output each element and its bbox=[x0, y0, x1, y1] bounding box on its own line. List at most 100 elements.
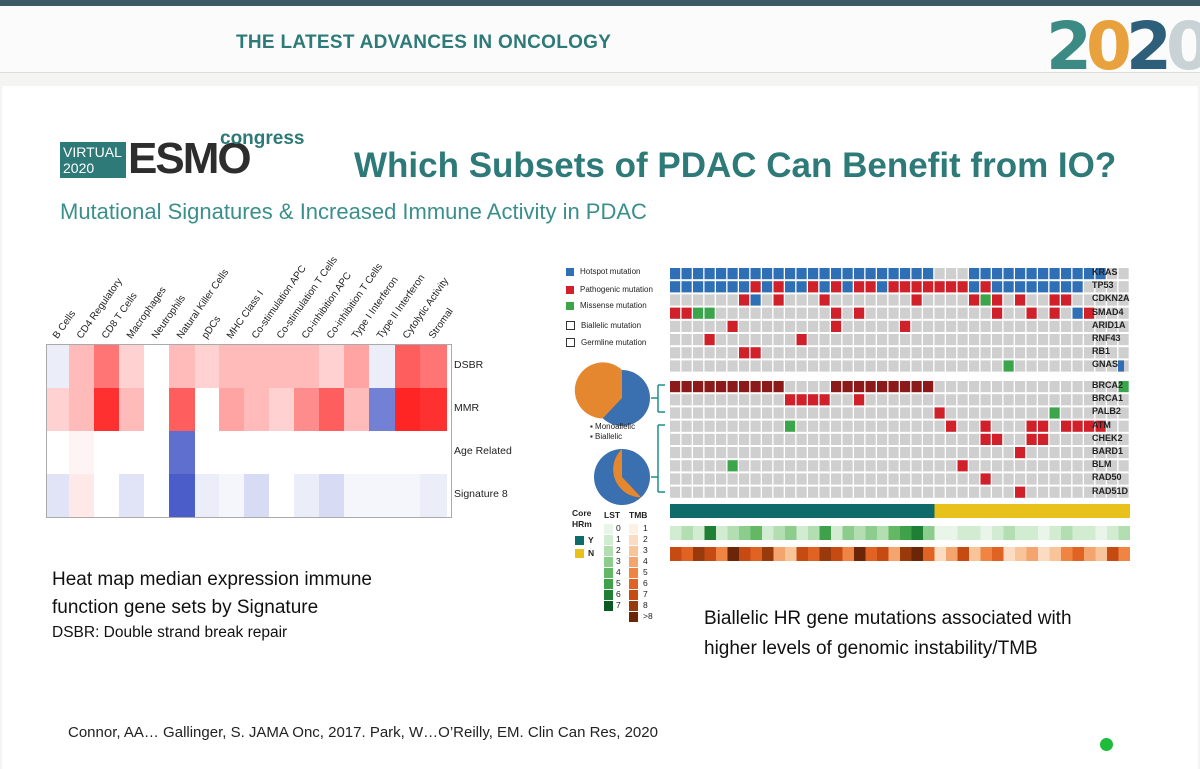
tmb-scale-swatch bbox=[629, 535, 638, 545]
lst-scale-label: 3 bbox=[616, 556, 621, 566]
year-digit: 2 bbox=[1126, 8, 1172, 85]
lst-scale-swatch bbox=[604, 568, 613, 578]
heatmap-cell bbox=[319, 388, 344, 431]
gene-label: KRAS bbox=[1092, 267, 1118, 277]
heatmap-cell bbox=[395, 474, 420, 517]
gene-label: GNAS bbox=[1092, 359, 1119, 370]
tmb-scale-label: 1 bbox=[643, 523, 648, 533]
heatmap-cell bbox=[47, 431, 69, 474]
legend-swatch bbox=[566, 301, 574, 310]
heatmap-cell bbox=[269, 474, 294, 517]
tmb-scale-label: >8 bbox=[643, 611, 653, 621]
heatmap-cell bbox=[420, 345, 447, 388]
heatmap-cell bbox=[69, 345, 94, 388]
heatmap-cell bbox=[294, 388, 319, 431]
esmo-logo: VIRTUAL 2020 ESMO congress bbox=[60, 128, 310, 183]
heatmap-cell bbox=[169, 431, 195, 474]
heatmap-cell bbox=[395, 345, 420, 388]
pie-legend-biallelic: ▪ Biallelic bbox=[590, 432, 623, 441]
heatmap-cell bbox=[244, 388, 269, 431]
gene-label: RB1 bbox=[1092, 346, 1111, 357]
lst-scale-label: 4 bbox=[616, 567, 621, 577]
legend-swatch bbox=[566, 321, 575, 331]
heatmap-cell bbox=[195, 431, 219, 474]
lst-scale-label: 6 bbox=[616, 589, 621, 599]
heatmap-row-label: DSBR bbox=[454, 359, 484, 371]
heatmap-cell bbox=[69, 474, 94, 517]
core-label: HRm bbox=[572, 519, 592, 529]
lst-scale-swatch bbox=[604, 557, 613, 567]
tmb-scale-label: 7 bbox=[643, 589, 648, 599]
tmb-scale-swatch bbox=[629, 601, 638, 611]
heatmap-cell bbox=[294, 345, 319, 388]
heatmap-row bbox=[47, 474, 451, 517]
gene-label: BLM bbox=[1092, 459, 1112, 470]
lst-scale-swatch bbox=[604, 524, 613, 534]
heatmap-cell bbox=[94, 474, 119, 517]
citation: Connor, AA… Gallinger, S. JAMA Onc, 2017… bbox=[68, 724, 658, 741]
heatmap-cell bbox=[420, 474, 447, 517]
lst-scale-swatch bbox=[604, 601, 613, 611]
heatmap-cell bbox=[420, 388, 447, 431]
lst-scale-label: 2 bbox=[616, 545, 621, 555]
heatmap-cell bbox=[344, 388, 369, 431]
pie-legend-monoallelic: ▪ Monoallelic bbox=[590, 422, 636, 431]
heatmap-cell bbox=[369, 345, 395, 388]
year-digit: 2 bbox=[1046, 8, 1092, 85]
heatmap-row-label: MMR bbox=[454, 402, 480, 414]
tmb-scale-label: 3 bbox=[643, 545, 648, 555]
slide-subtitle: Mutational Signatures & Increased Immune… bbox=[60, 199, 647, 224]
legend-swatch bbox=[566, 267, 574, 276]
heatmap-cell bbox=[195, 388, 219, 431]
heatmap-cell bbox=[344, 474, 369, 517]
lst-scale-label: 1 bbox=[616, 534, 621, 544]
heatmap-cell bbox=[169, 388, 195, 431]
gene-label: ATM bbox=[1092, 419, 1111, 430]
tmb-scale-swatch bbox=[629, 546, 638, 556]
heatmap-cell bbox=[294, 431, 319, 474]
heatmap-cell bbox=[144, 431, 169, 474]
heatmap-cell bbox=[395, 388, 420, 431]
heatmap-cell bbox=[47, 474, 69, 517]
legend-item: Germline mutation bbox=[566, 338, 647, 348]
heatmap-cell bbox=[244, 474, 269, 517]
tmb-scale-swatch bbox=[629, 524, 638, 534]
header-title: THE LATEST ADVANCES IN ONCOLOGY bbox=[236, 32, 612, 53]
heatmap-cell bbox=[269, 431, 294, 474]
heatmap-cell bbox=[119, 345, 144, 388]
top-accent-bar bbox=[0, 0, 1200, 6]
heatmap-cell bbox=[244, 345, 269, 388]
heatmap-cell bbox=[294, 474, 319, 517]
tmb-label: TMB bbox=[629, 510, 648, 520]
esmo-wordmark: ESMO bbox=[128, 134, 252, 183]
heatmap-cell bbox=[47, 388, 69, 431]
legend-label: Missense mutation bbox=[580, 301, 647, 310]
oncoprint-caption: Biallelic HR gene mutations associated w… bbox=[704, 608, 1072, 659]
legend-swatch bbox=[566, 285, 574, 294]
legend-label: Biallelic mutation bbox=[581, 321, 642, 330]
heatmap-cell bbox=[94, 388, 119, 431]
lst-scale-label: 0 bbox=[616, 523, 621, 533]
gene-label: BARD1 bbox=[1092, 446, 1124, 456]
gene-label: ARID1A bbox=[1092, 319, 1126, 330]
heatmap-cell bbox=[219, 388, 244, 431]
tmb-scale-swatch bbox=[629, 579, 638, 589]
core-label: Core bbox=[572, 508, 592, 518]
legend-item: Pathogenic mutation bbox=[566, 285, 653, 294]
heatmap-row-label: Signature 8 bbox=[454, 488, 508, 500]
tmb-scale-label: 8 bbox=[643, 600, 648, 610]
tmb-scale-swatch bbox=[629, 568, 638, 578]
lst-scale-swatch bbox=[604, 535, 613, 545]
heatmap-cell bbox=[244, 431, 269, 474]
heatmap-cell bbox=[169, 474, 195, 517]
slide-title: Which Subsets of PDAC Can Benefit from I… bbox=[354, 146, 1117, 185]
heatmap-cell bbox=[369, 431, 395, 474]
heatmap-cell bbox=[319, 474, 344, 517]
lst-scale-swatch bbox=[604, 579, 613, 589]
tmb-scale-label: 5 bbox=[643, 567, 648, 577]
legend-label: Germline mutation bbox=[581, 338, 647, 347]
heatmap-cell bbox=[47, 345, 69, 388]
gene-label: TP53 bbox=[1092, 280, 1114, 291]
gene-label: RNF43 bbox=[1092, 333, 1121, 343]
